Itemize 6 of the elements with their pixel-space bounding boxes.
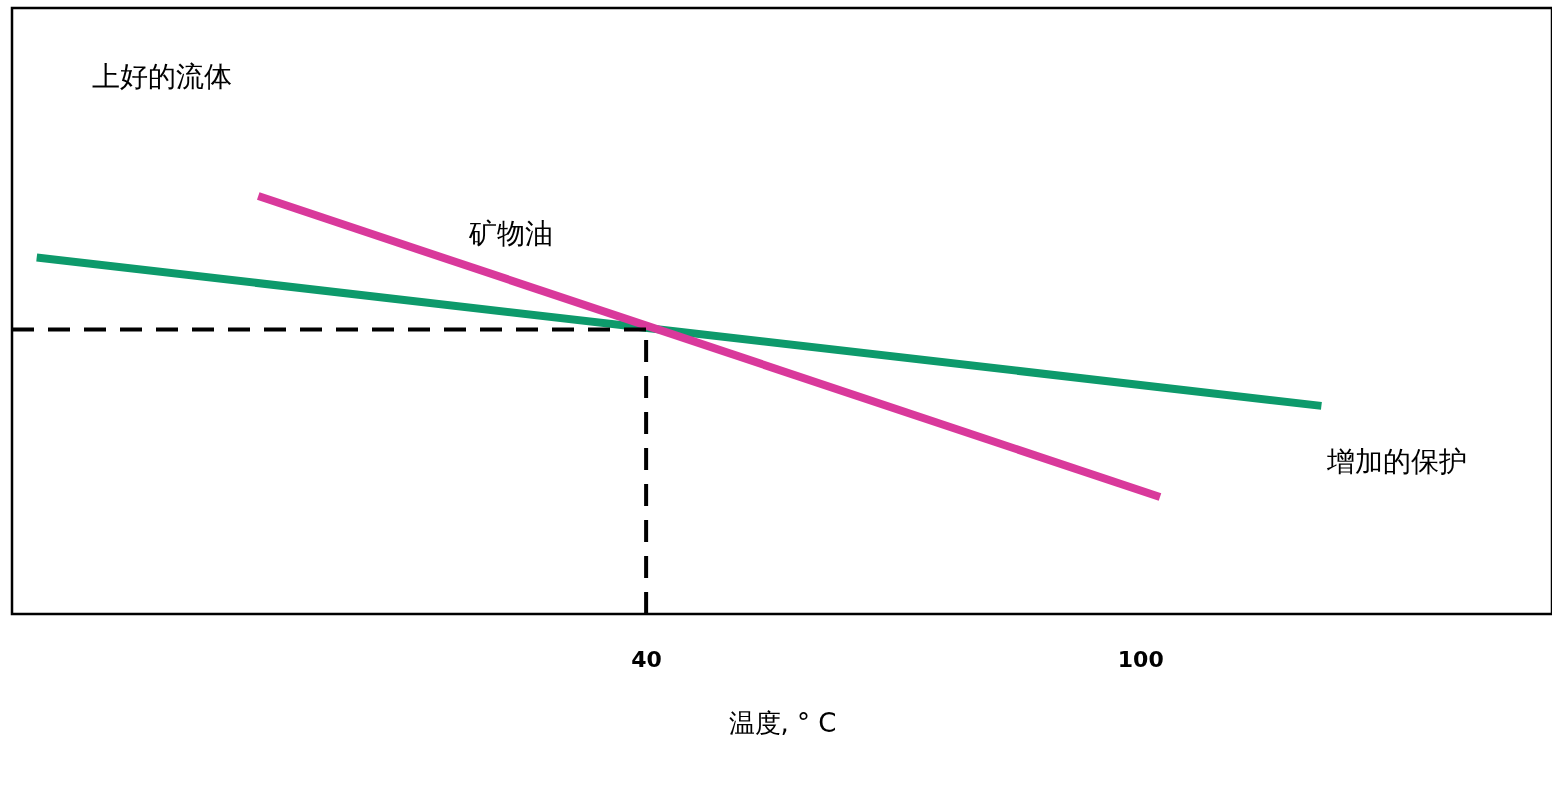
x-axis-title: 温度, ° C bbox=[728, 707, 837, 738]
text: 上好的流体 bbox=[92, 60, 232, 93]
annotation: 增加的保护 bbox=[1326, 445, 1467, 478]
x-tick-label: 100 bbox=[1117, 646, 1164, 672]
series-label: 矿物油 bbox=[467, 217, 553, 251]
x-tick-label: 40 bbox=[631, 646, 662, 672]
